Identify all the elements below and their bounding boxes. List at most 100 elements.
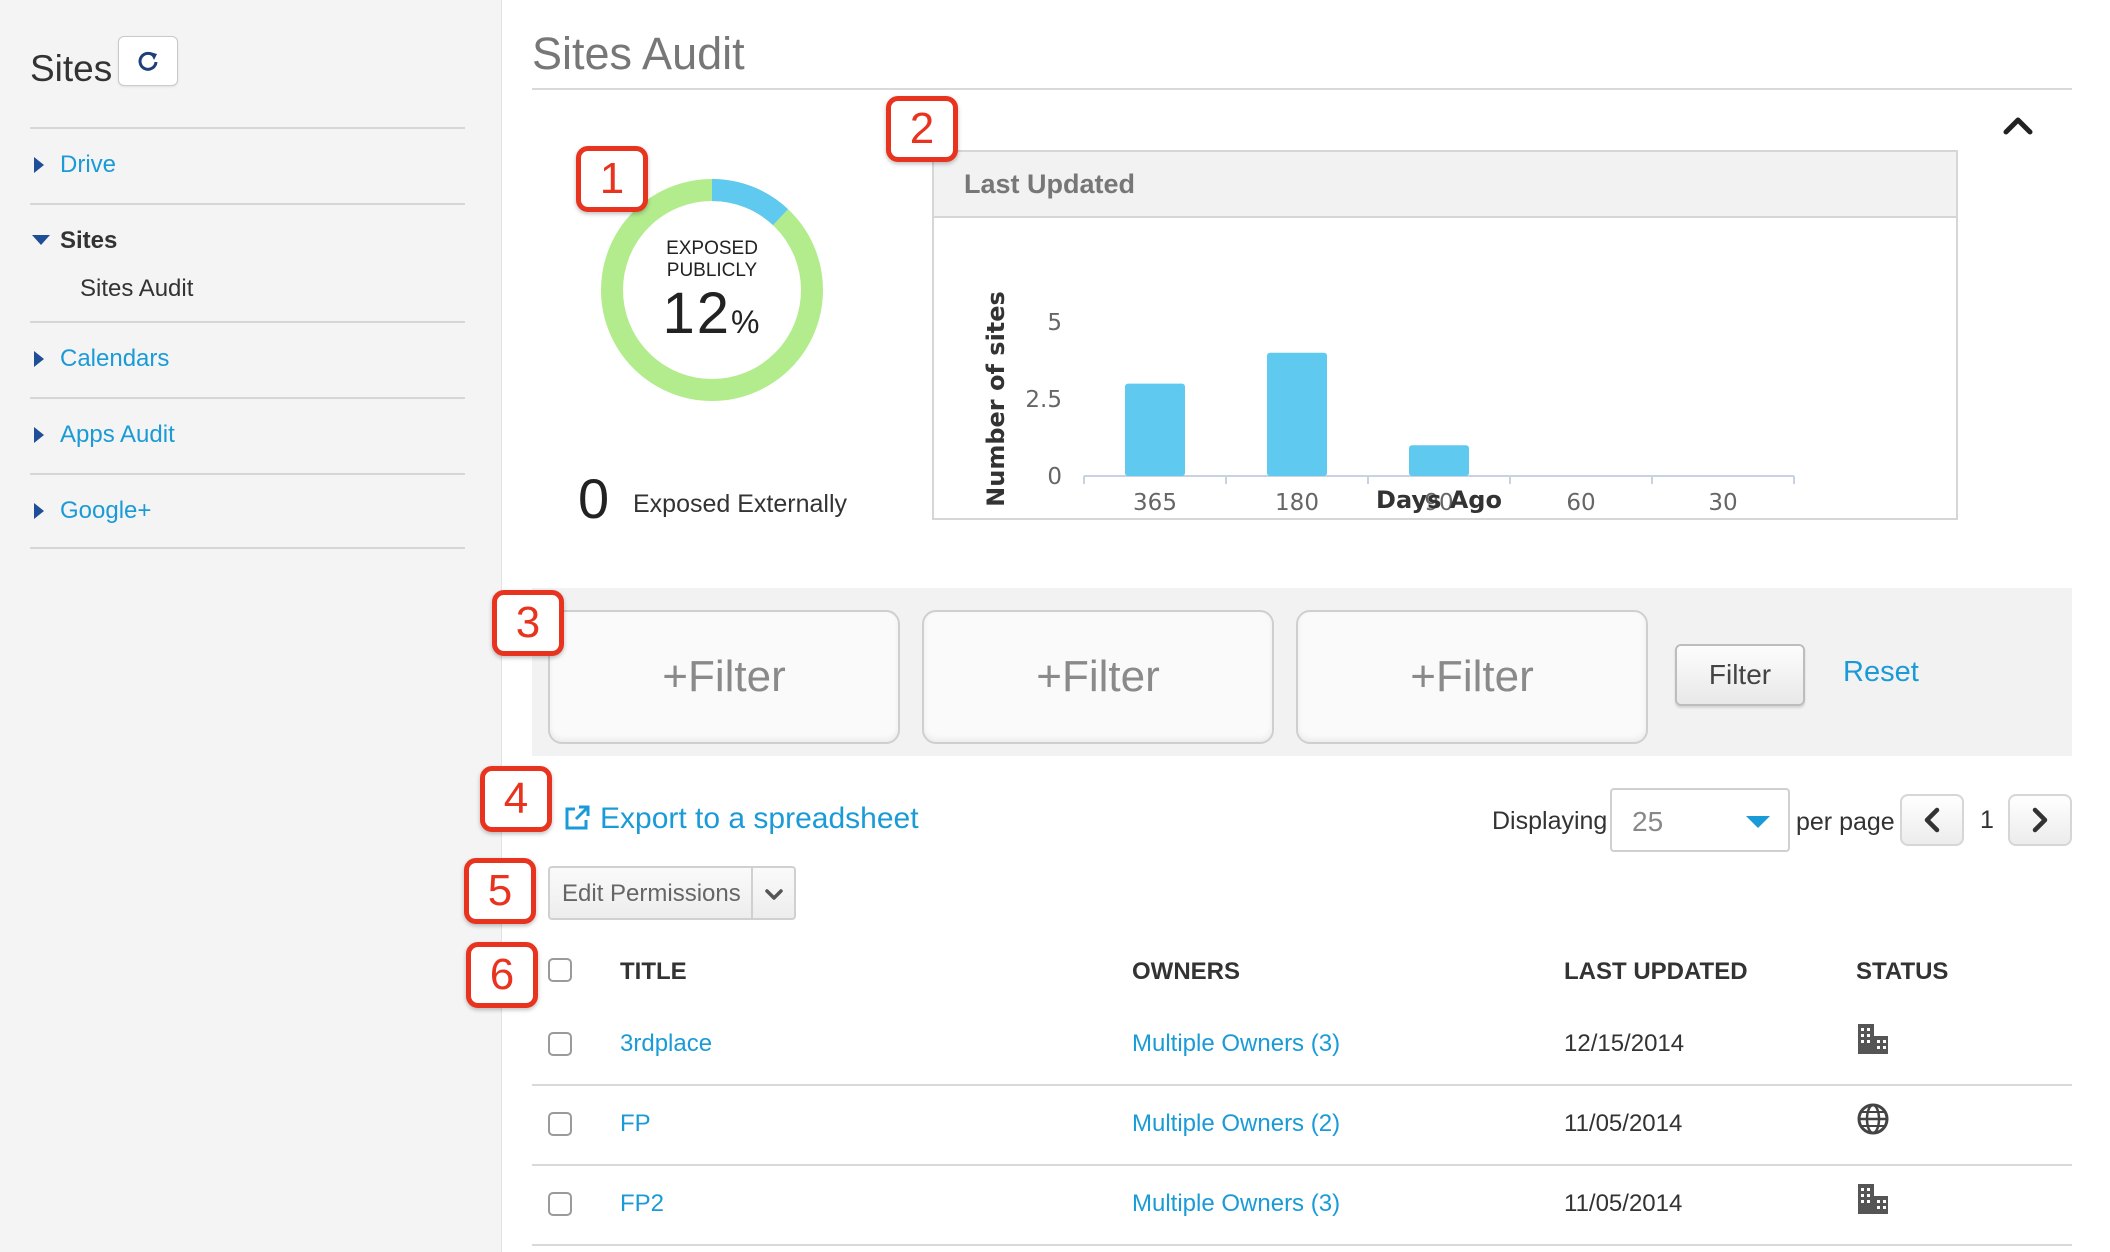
sidebar-item-calendars[interactable]: Calendars — [30, 321, 465, 397]
last-updated-cell: 12/15/2014 — [1564, 1030, 1685, 1057]
add-filter-2[interactable]: +Filter — [922, 610, 1274, 744]
callout-badge-2: 2 — [886, 96, 958, 162]
chart-title: Last Updated — [934, 152, 1956, 218]
chevron-left-icon — [1924, 807, 1940, 833]
external-link-icon[interactable] — [562, 803, 592, 833]
filter-button[interactable]: Filter — [1675, 644, 1805, 706]
globe-icon — [1857, 1103, 1889, 1135]
column-header-last-updated[interactable]: LAST UPDATED — [1564, 958, 1748, 985]
sidebar-item-sites[interactable]: Sites Sites Audit — [30, 203, 465, 321]
refresh-button[interactable] — [118, 36, 178, 86]
add-filter-1[interactable]: +Filter — [548, 610, 900, 744]
y-tick-label: 2.5 — [1025, 387, 1062, 413]
row-divider — [532, 1084, 2072, 1086]
chart-bar-90 — [1409, 445, 1469, 476]
row-divider — [532, 1244, 2072, 1246]
callout-badge-4: 4 — [480, 766, 552, 832]
x-tick-label: 365 — [1133, 490, 1177, 516]
x-axis-title: Days Ago — [1376, 486, 1502, 514]
per-page-label: per page — [1796, 808, 1895, 836]
column-header-status[interactable]: STATUS — [1856, 958, 1949, 985]
building-icon — [1858, 1184, 1888, 1214]
per-page-select[interactable]: 25 — [1610, 788, 1790, 852]
site-title-link[interactable]: 3rdplace — [620, 1030, 713, 1057]
page-title: Sites Audit — [532, 28, 745, 79]
caret-down-icon — [1746, 816, 1770, 828]
previous-page-button[interactable] — [1900, 794, 1964, 846]
exposed-externally-count: 0 — [578, 467, 610, 530]
exposed-publicly-value: 12% — [600, 282, 824, 354]
chart-bar-180 — [1267, 352, 1327, 476]
edit-permissions-divider — [751, 868, 753, 918]
chevron-down-icon[interactable] — [760, 880, 788, 908]
reset-link[interactable]: Reset — [1843, 656, 1919, 688]
edit-permissions-dropdown[interactable]: Edit Permissions — [548, 866, 796, 920]
last-updated-cell: 11/05/2014 — [1564, 1190, 1683, 1217]
column-header-title[interactable]: TITLE — [620, 958, 687, 985]
sidebar-item-label: Sites — [60, 227, 118, 254]
add-filter-3[interactable]: +Filter — [1296, 610, 1648, 744]
donut-highlight-arc — [601, 179, 823, 401]
owners-link[interactable]: Multiple Owners (2) — [1132, 1110, 1341, 1137]
last-updated-chart-panel: Last Updated 0 2.5 5 365 180 90 60 30 Days Ago Nu… — [932, 150, 1958, 520]
x-tick-label: 180 — [1275, 490, 1319, 516]
title-divider — [532, 88, 2072, 90]
y-tick-label: 0 — [1047, 464, 1062, 490]
exposure-donut — [601, 179, 823, 401]
building-icon — [1858, 1024, 1888, 1054]
callout-badge-6: 6 — [466, 942, 538, 1008]
row-checkbox[interactable] — [548, 1112, 572, 1136]
callout-badge-5: 5 — [464, 858, 536, 924]
refresh-icon — [138, 51, 158, 71]
row-checkbox[interactable] — [548, 1032, 572, 1056]
sidebar-item-google-plus[interactable]: Google+ — [30, 473, 465, 549]
caret-right-icon — [34, 157, 44, 173]
donut-label: EXPOSED PUBLICLY 12% — [600, 238, 824, 354]
x-tick-label: 30 — [1708, 490, 1737, 516]
page-number: 1 — [1980, 806, 1994, 834]
sidebar-item-label: Google+ — [60, 497, 152, 524]
sidebar-item-drive[interactable]: Drive — [30, 127, 465, 203]
donut-label-line1: EXPOSED — [666, 238, 758, 259]
owners-link[interactable]: Multiple Owners (3) — [1132, 1030, 1341, 1057]
chart-bar-365 — [1125, 383, 1185, 476]
x-tick-label: 60 — [1566, 490, 1595, 516]
edit-permissions-label: Edit Permissions — [562, 880, 741, 907]
column-header-owners[interactable]: OWNERS — [1132, 958, 1240, 985]
caret-down-icon — [32, 235, 50, 245]
y-tick-label: 5 — [1047, 310, 1062, 336]
export-spreadsheet-link[interactable]: Export to a spreadsheet — [600, 802, 919, 835]
row-divider — [532, 1164, 2072, 1166]
exposed-publicly-number: 12 — [662, 281, 732, 346]
sidebar: Sites Drive Sites Sites Audit Calendars … — [0, 0, 502, 1252]
exposed-publicly-unit: % — [731, 304, 762, 340]
chevron-right-icon — [2032, 807, 2048, 833]
site-title-link[interactable]: FP2 — [620, 1190, 665, 1217]
select-all-checkbox[interactable] — [548, 958, 572, 982]
caret-right-icon — [34, 351, 44, 367]
sidebar-item-label: Calendars — [60, 345, 170, 372]
donut-label-line2: PUBLICLY — [666, 260, 758, 281]
callout-badge-1: 1 — [576, 146, 648, 212]
callout-badge-3: 3 — [492, 590, 564, 656]
per-page-value: 25 — [1632, 806, 1664, 837]
sidebar-item-apps-audit[interactable]: Apps Audit — [30, 397, 465, 473]
sidebar-title: Sites — [30, 48, 113, 89]
caret-right-icon — [34, 427, 44, 443]
site-title-link[interactable]: FP — [620, 1110, 651, 1137]
displaying-label: Displaying — [1492, 807, 1608, 835]
x-tick-label: 90 — [1424, 490, 1453, 516]
next-page-button[interactable] — [2008, 794, 2072, 846]
caret-right-icon — [34, 503, 44, 519]
sidebar-subitem-sites-audit[interactable]: Sites Audit — [80, 275, 194, 302]
row-checkbox[interactable] — [548, 1192, 572, 1216]
filter-bar: +Filter +Filter +Filter Filter Reset — [532, 588, 2072, 756]
owners-link[interactable]: Multiple Owners (3) — [1132, 1190, 1341, 1217]
exposed-externally-label: Exposed Externally — [633, 490, 848, 518]
last-updated-chart: 0 2.5 5 365 180 90 60 30 Days Ago Number of sites — [982, 291, 1795, 516]
y-axis-title: Number of sites — [982, 291, 1010, 507]
chevron-up-icon — [2003, 117, 2033, 135]
collapse-button[interactable] — [1998, 110, 2038, 140]
sidebar-item-label: Apps Audit — [60, 421, 175, 448]
sidebar-item-label: Drive — [60, 151, 117, 178]
